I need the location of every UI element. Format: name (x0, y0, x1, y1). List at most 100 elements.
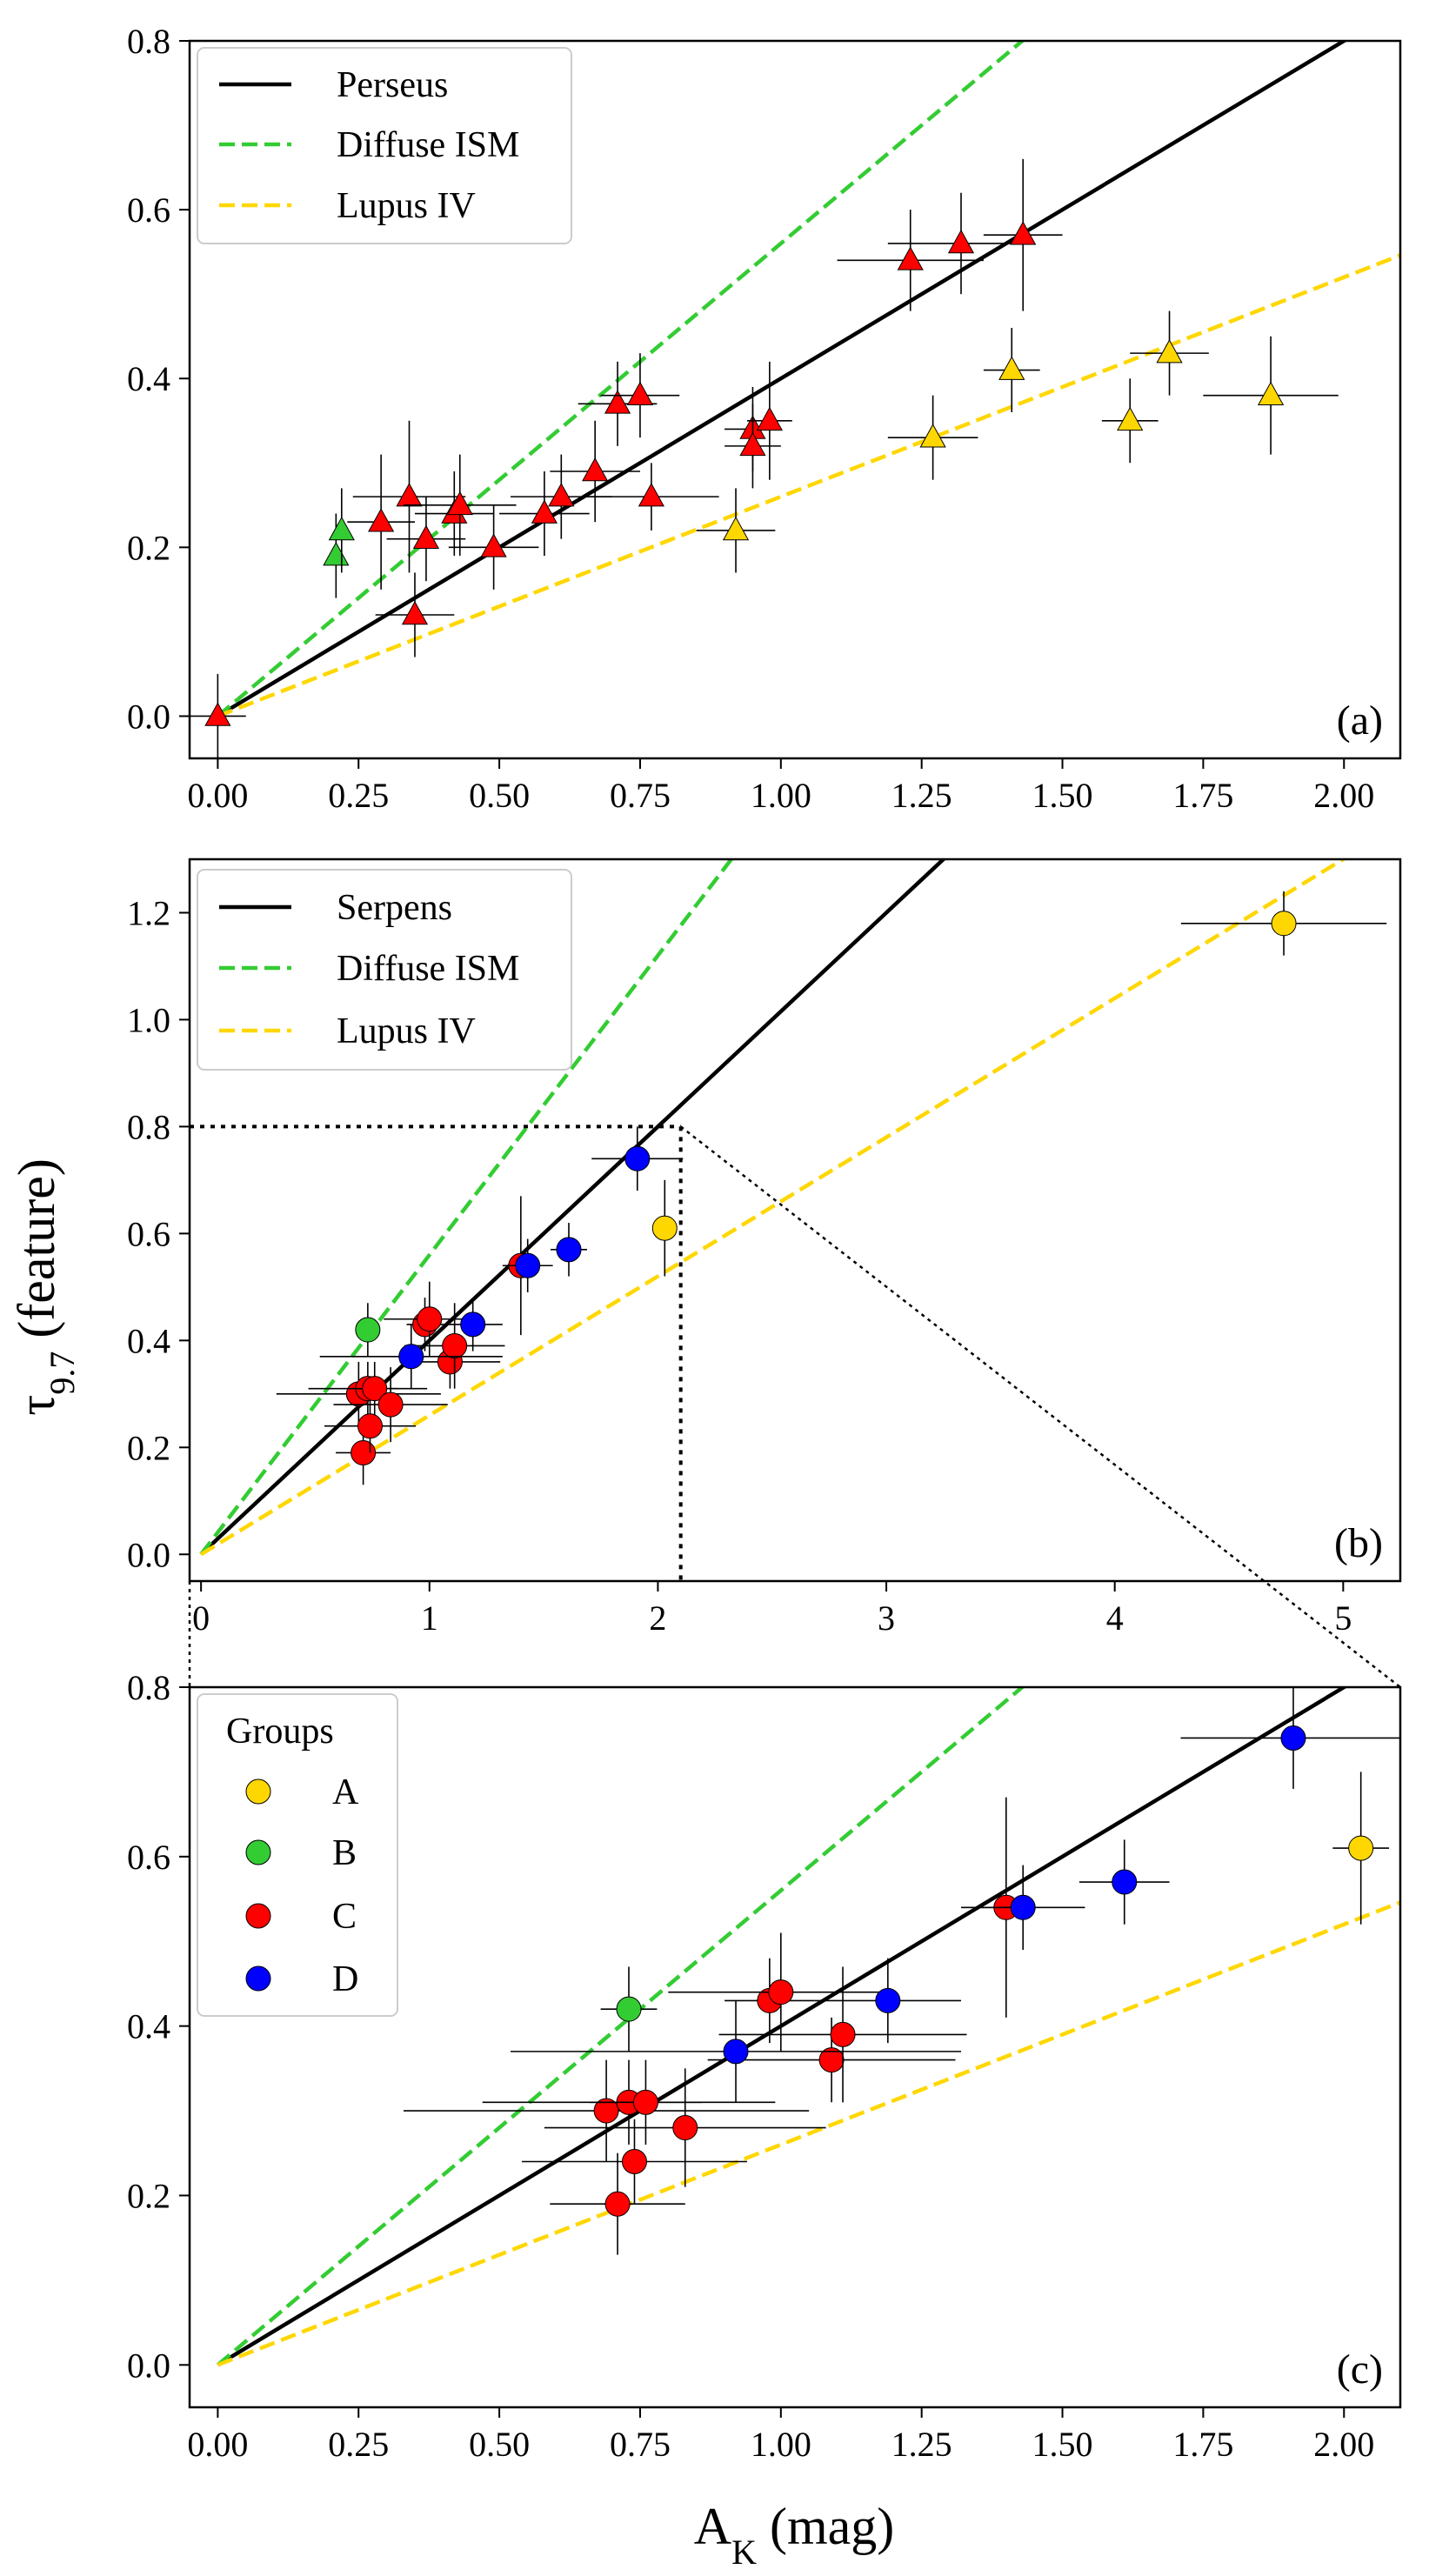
y-tick-label: 0.8 (127, 22, 170, 61)
data-marker-red (531, 499, 558, 524)
data-marker-red (626, 381, 654, 405)
data-marker-red (412, 524, 440, 549)
fit-line-diffuse-ism (199, 859, 734, 1556)
legend: Serpens Diffuse ISM Lupus IV (197, 869, 572, 1071)
data-marker-A (651, 1215, 678, 1241)
axes-frame (188, 1685, 1402, 2409)
legend-label: D (332, 1959, 358, 1999)
x-tick-label: 2.00 (1313, 776, 1374, 815)
y-tick-label: 0.8 (127, 1668, 170, 1707)
data-marker-red (1010, 221, 1037, 245)
legend-marker-B (245, 1839, 271, 1865)
x-tick-label: 0 (192, 1598, 210, 1638)
zoom-connector-right (679, 1125, 1401, 1688)
x-tick-label: 1.50 (1032, 2425, 1093, 2464)
y-axis-label-subscript: 9.7 (43, 1351, 82, 1395)
data-marker-yellow (1257, 381, 1285, 405)
legend-title: Groups (226, 1712, 334, 1752)
data-marker-yellow (919, 424, 946, 448)
data-marker-C (830, 2021, 856, 2047)
data-marker-yellow (998, 356, 1025, 380)
data-marker-red (897, 246, 924, 270)
data-points (404, 1687, 1400, 2255)
axes-frame (188, 39, 1402, 760)
x-tick-label: 0.50 (469, 2425, 530, 2464)
data-marker-red (446, 491, 473, 516)
data-points (190, 158, 1339, 758)
y-tick-label: 0.6 (127, 1838, 170, 1877)
x-tick-label: 2.00 (1313, 2425, 1374, 2464)
data-marker-red (396, 483, 423, 507)
legend-marker-A (245, 1779, 271, 1805)
legend-label: Serpens (337, 888, 452, 928)
legend-label: C (332, 1897, 357, 1937)
y-tick-label: 0.4 (127, 359, 170, 398)
data-marker-D (1010, 1894, 1036, 1920)
fit-line-lupus-iv (199, 859, 1347, 1557)
x-tick-label: 0.00 (187, 776, 248, 815)
legend-label: Diffuse ISM (337, 125, 519, 165)
x-tick-label: 1.00 (751, 776, 811, 815)
data-marker-red (582, 457, 609, 482)
data-marker-C (377, 1391, 404, 1418)
x-tick-label: 0.25 (328, 2425, 389, 2464)
legend-box (197, 47, 572, 244)
data-marker-C (768, 1979, 794, 2005)
data-marker-C (417, 1306, 443, 1332)
legend-box (197, 1693, 398, 2017)
data-marker-yellow (1156, 339, 1183, 364)
data-marker-A (1348, 1835, 1374, 1861)
x-axis-label-subscript: K (731, 2533, 757, 2572)
x-tick-label: 0.50 (469, 776, 530, 815)
y-tick-label: 0.6 (127, 1214, 170, 1253)
legend-marker-C (245, 1903, 271, 1929)
y-tick-label: 0.8 (127, 1107, 170, 1146)
data-marker-C (442, 1332, 468, 1358)
x-tick-label: 0.75 (610, 2425, 671, 2464)
y-tick-label: 0.6 (127, 190, 170, 230)
legend-label: Lupus IV (337, 1011, 476, 1051)
panel-b: 0 1 2 3 4 5 0.0 0.2 0.4 0.6 0.8 1.0 1.2 (b) Serpens Dif… (127, 858, 1402, 1638)
data-marker-red (756, 406, 783, 431)
y-tick-label: 0.4 (127, 2007, 170, 2046)
x-tick-label: 0.00 (187, 2425, 248, 2464)
data-marker-D (1112, 1869, 1138, 1895)
data-marker-C (362, 1376, 388, 1402)
panel-label: (a) (1337, 697, 1383, 744)
reference-lines (199, 859, 1347, 1557)
fit-line-diffuse-ism (216, 1687, 1025, 2367)
reference-lines (216, 1687, 1400, 2367)
y-tick-label: 0.2 (127, 2176, 170, 2215)
data-marker-red (368, 508, 395, 532)
y-tick-label: 0.0 (127, 2346, 170, 2385)
fit-line-serpens (199, 859, 947, 1556)
y-tick-label: 1.0 (127, 1000, 170, 1039)
data-marker-red (204, 702, 231, 726)
axes-frame (188, 858, 1402, 1583)
data-marker-D (398, 1344, 424, 1370)
legend-label: Perseus (337, 65, 448, 105)
data-marker-D (875, 1987, 901, 2013)
data-marker-C (604, 2191, 631, 2217)
data-marker-C (621, 2149, 647, 2175)
data-marker-yellow (722, 516, 750, 541)
x-tick-label: 1.75 (1172, 776, 1233, 815)
x-tick-label: 2 (649, 1598, 666, 1638)
data-marker-B (355, 1317, 381, 1343)
data-marker-C (818, 2047, 845, 2073)
fit-line-serpens (217, 1687, 1348, 2367)
y-tick-label: 0.2 (127, 1428, 170, 1467)
x-tick-label: 1.50 (1032, 776, 1093, 815)
y-tick-label: 0.0 (127, 697, 170, 736)
data-marker-D (723, 2039, 749, 2065)
y-axis-label: τ9.7 (feature) (8, 1158, 82, 1416)
data-marker-D (460, 1311, 486, 1338)
data-marker-red (947, 229, 975, 254)
data-marker-C (357, 1413, 383, 1439)
fit-line-diffuse-ism (216, 41, 1025, 718)
data-marker-C (593, 2098, 619, 2124)
x-tick-label: 1.00 (751, 2425, 811, 2464)
data-marker-C (351, 1439, 377, 1465)
